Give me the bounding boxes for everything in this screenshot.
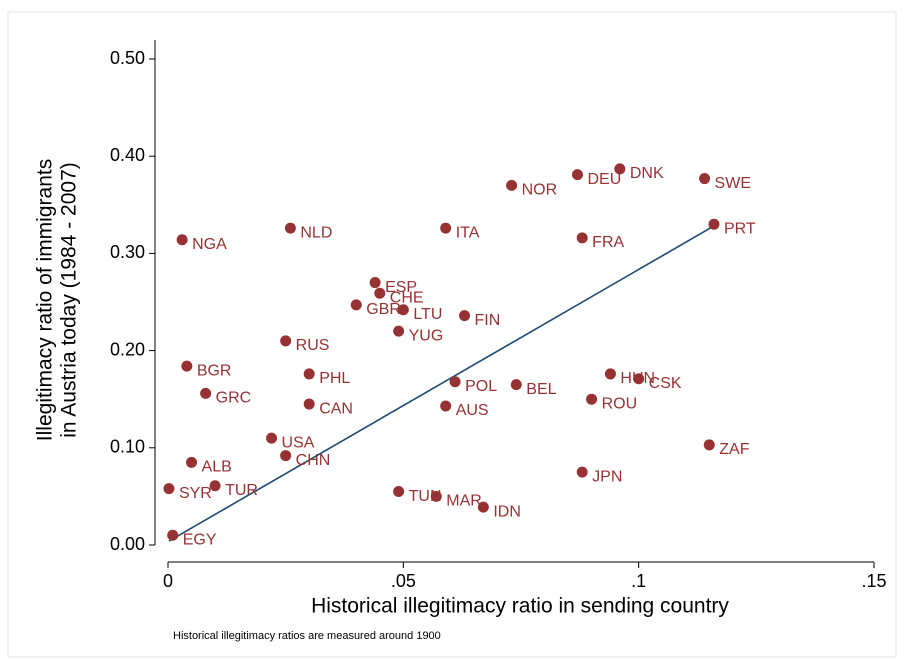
point-label: NGA (192, 236, 227, 253)
point-label: USA (282, 434, 315, 451)
point (280, 450, 292, 462)
point (571, 169, 583, 181)
point (576, 466, 588, 478)
point (303, 368, 315, 380)
point (186, 456, 198, 468)
point (449, 376, 461, 388)
point-label: AUS (456, 402, 489, 419)
y-tick-label: 0.00 (110, 534, 145, 554)
point (430, 490, 442, 502)
point-label: CHN (296, 452, 331, 469)
point-label: CAN (319, 400, 353, 417)
point-label: JPN (592, 468, 622, 485)
point-label: ROU (602, 395, 638, 412)
point-label: ESP (385, 279, 417, 296)
point (369, 277, 381, 289)
x-axis-title: Historical illegitimacy ratio in sending… (311, 595, 729, 618)
point-label: POL (465, 378, 497, 395)
point-label: FIN (475, 312, 501, 329)
note: Historical illegitimacy ratios are measu… (173, 630, 441, 642)
point-label: TUR (225, 482, 258, 499)
point-label: LTU (413, 306, 442, 323)
point (586, 393, 598, 405)
point (703, 439, 715, 451)
point-label: NOR (522, 182, 558, 199)
point-label: EGY (183, 531, 217, 548)
point (708, 218, 720, 230)
point (266, 432, 278, 444)
point (200, 387, 212, 399)
point-label: ALB (202, 459, 232, 476)
point (350, 299, 362, 311)
point-label: NLD (300, 224, 332, 241)
point (459, 310, 471, 322)
y-tick-label: 0.10 (110, 437, 145, 457)
point (397, 304, 409, 316)
point (163, 483, 175, 495)
point (181, 360, 193, 372)
x-tick-label: 0 (163, 571, 173, 591)
point (176, 234, 188, 246)
point (699, 173, 711, 185)
y-tick-label: 0.50 (110, 48, 145, 68)
point-label: YUG (409, 327, 444, 344)
point-label: DEU (587, 171, 621, 188)
point-label: PHL (319, 370, 350, 387)
y-tick-label: 0.20 (110, 339, 145, 359)
fit-line (168, 225, 714, 542)
point (374, 287, 386, 299)
point (440, 400, 452, 412)
point-label: SYR (179, 485, 212, 502)
point-label: IDN (493, 503, 521, 520)
y-axis-title: in Austria today (1984 - 2007) (58, 162, 81, 438)
point-label: CHE (390, 289, 424, 306)
point (280, 335, 292, 347)
point (284, 222, 296, 234)
x-tick-label: .05 (391, 571, 416, 591)
y-tick-label: 0.30 (110, 242, 145, 262)
point (633, 373, 645, 385)
point-label: DNK (630, 165, 664, 182)
point-label: BEL (526, 381, 556, 398)
point (506, 179, 518, 191)
point (604, 368, 616, 380)
point-label: SWE (715, 175, 751, 192)
point-label: CSK (649, 375, 682, 392)
point-label: ITA (456, 224, 480, 241)
point (510, 379, 522, 391)
x-tick-label: .1 (631, 571, 646, 591)
point (393, 325, 405, 337)
point (303, 398, 315, 410)
point (209, 480, 221, 492)
point-label: BGR (197, 362, 232, 379)
point-label: GRC (216, 390, 252, 407)
point-label: PRT (724, 220, 756, 237)
point (576, 232, 588, 244)
frame (7, 11, 897, 658)
x-tick-label: .15 (861, 571, 886, 591)
point-label: FRA (592, 234, 624, 251)
point-label: MAR (446, 493, 482, 510)
point (614, 163, 626, 175)
point (440, 222, 452, 234)
y-tick-label: 0.40 (110, 145, 145, 165)
point (477, 501, 489, 513)
point (167, 529, 179, 541)
point (393, 486, 405, 498)
point-label: ZAF (719, 441, 749, 458)
y-axis-title: Illegitimacy ratio of immigrants (34, 159, 57, 441)
point-label: RUS (296, 337, 330, 354)
point-label: GBR (366, 301, 401, 318)
